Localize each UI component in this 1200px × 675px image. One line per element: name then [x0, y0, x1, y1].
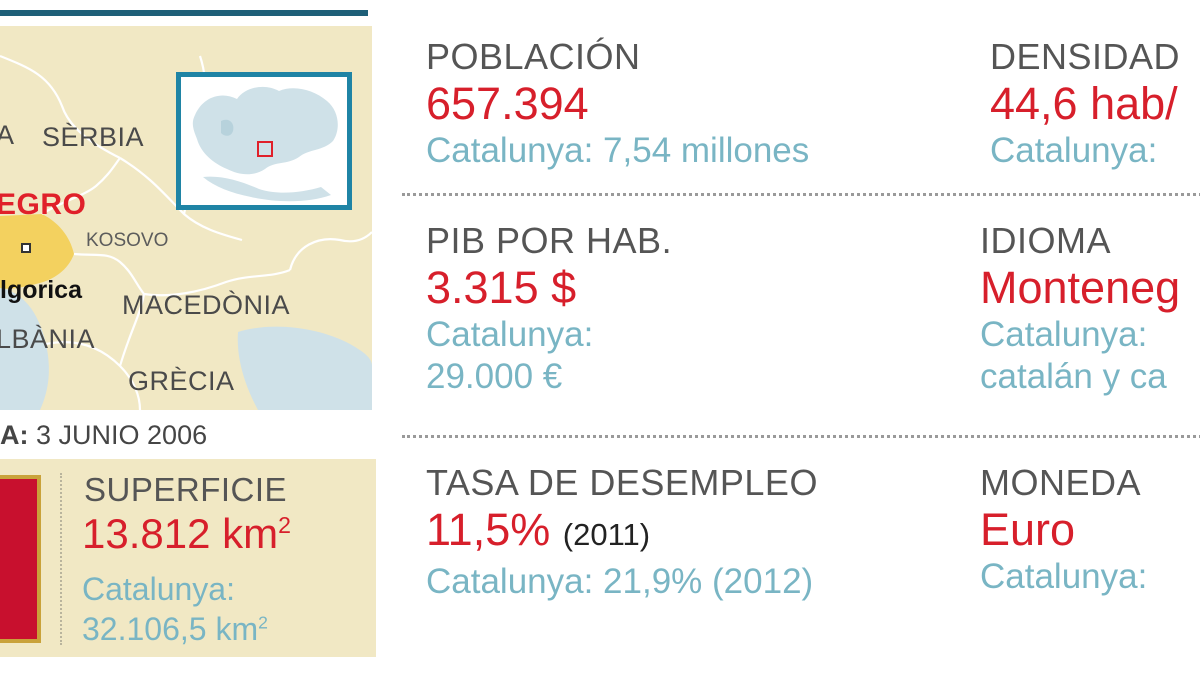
stat-label: IDIOMA — [980, 220, 1112, 261]
stat-unemployment: TASA DE DESEMPLEO 11,5% (2011) Catalunya… — [426, 462, 818, 603]
stat-label: POBLACIÓN — [426, 36, 641, 77]
stat-label: PIB POR HAB. — [426, 220, 673, 261]
label-macedonia: MACEDÒNIA — [122, 290, 291, 320]
label-partial-left: A — [0, 120, 15, 150]
panel-divider — [60, 473, 62, 645]
stat-value: 657.394 — [426, 78, 589, 129]
stat-value: Monteneg — [980, 262, 1181, 313]
stat-compare: Catalunya: — [980, 557, 1148, 596]
area-value-exponent: 2 — [278, 512, 291, 538]
stat-density: DENSIDAD 44,6 hab/ Catalunya: — [990, 36, 1180, 172]
label-capital: lgorica — [0, 276, 82, 304]
stat-label: TASA DE DESEMPLEO — [426, 462, 818, 503]
stat-value: 11,5% — [426, 504, 551, 555]
map-terrain — [0, 54, 372, 410]
label-montenegro: EGRO — [0, 188, 87, 221]
area-panel: SUPERFICIE 13.812 km2 Catalunya: 32.106,… — [0, 459, 376, 657]
date-value: 3 JUNIO 2006 — [36, 420, 208, 450]
label-serbia: SÈRBIA — [42, 122, 145, 152]
stat-compare: Catalunya: — [990, 131, 1158, 170]
area-compare-number: 32.106,5 km — [82, 611, 259, 647]
europe-silhouette — [192, 86, 338, 202]
stat-compare: Catalunya: 7,54 millones — [426, 131, 810, 170]
stat-language: IDIOMA Monteneg Catalunya: catalán y ca — [980, 220, 1180, 398]
area-compare-value: 32.106,5 km2 — [82, 609, 372, 649]
row-divider — [402, 435, 1200, 438]
label-greece: GRÈCIA — [128, 366, 235, 396]
stat-value: 44,6 hab/ — [990, 78, 1178, 129]
stat-value-row: 11,5% (2011) — [426, 504, 818, 561]
stat-currency: MONEDA Euro Catalunya: — [980, 462, 1147, 598]
stat-value: Euro — [980, 504, 1076, 555]
stat-label: MONEDA — [980, 462, 1142, 503]
stat-compare-label: Catalunya: — [426, 315, 594, 354]
inset-location-marker — [257, 141, 273, 157]
stat-gdp: PIB POR HAB. 3.315 $ Catalunya: 29.000 € — [426, 220, 672, 398]
capital-marker — [21, 243, 31, 253]
area-compare-exponent: 2 — [258, 612, 268, 633]
area-value: 13.812 km2 — [82, 510, 291, 558]
area-compare: Catalunya: 32.106,5 km2 — [82, 569, 372, 649]
label-albania: LBÀNIA — [0, 324, 96, 354]
stat-note: (2011) — [562, 517, 651, 552]
europe-inset-map — [176, 72, 352, 210]
stat-compare-value: catalán y ca — [980, 357, 1167, 396]
area-value-number: 13.812 km — [82, 510, 279, 557]
stat-label: DENSIDAD — [990, 36, 1181, 77]
locator-map: A SÈRBIA EGRO KOSOVO lgorica MACEDÒNIA L… — [0, 26, 372, 410]
montenegro-area — [0, 214, 74, 289]
stat-value: 3.315 $ — [426, 262, 577, 313]
aegean-sea — [237, 326, 372, 410]
adriatic-sea — [0, 288, 49, 410]
stat-compare-value: 29.000 € — [426, 357, 563, 396]
stat-compare: Catalunya: 21,9% (2012) — [426, 562, 814, 601]
row-divider — [402, 193, 1200, 196]
label-kosovo: KOSOVO — [86, 230, 169, 251]
header-rule — [0, 10, 368, 16]
area-title: SUPERFICIE — [84, 471, 288, 508]
flag-icon — [0, 475, 41, 643]
area-compare-label: Catalunya: — [82, 571, 235, 607]
date-key: A: — [0, 420, 29, 450]
stat-population: POBLACIÓN 657.394 Catalunya: 7,54 millon… — [426, 36, 809, 172]
stat-compare-label: Catalunya: — [980, 315, 1148, 354]
date-line: A: 3 JUNIO 2006 — [0, 420, 207, 451]
